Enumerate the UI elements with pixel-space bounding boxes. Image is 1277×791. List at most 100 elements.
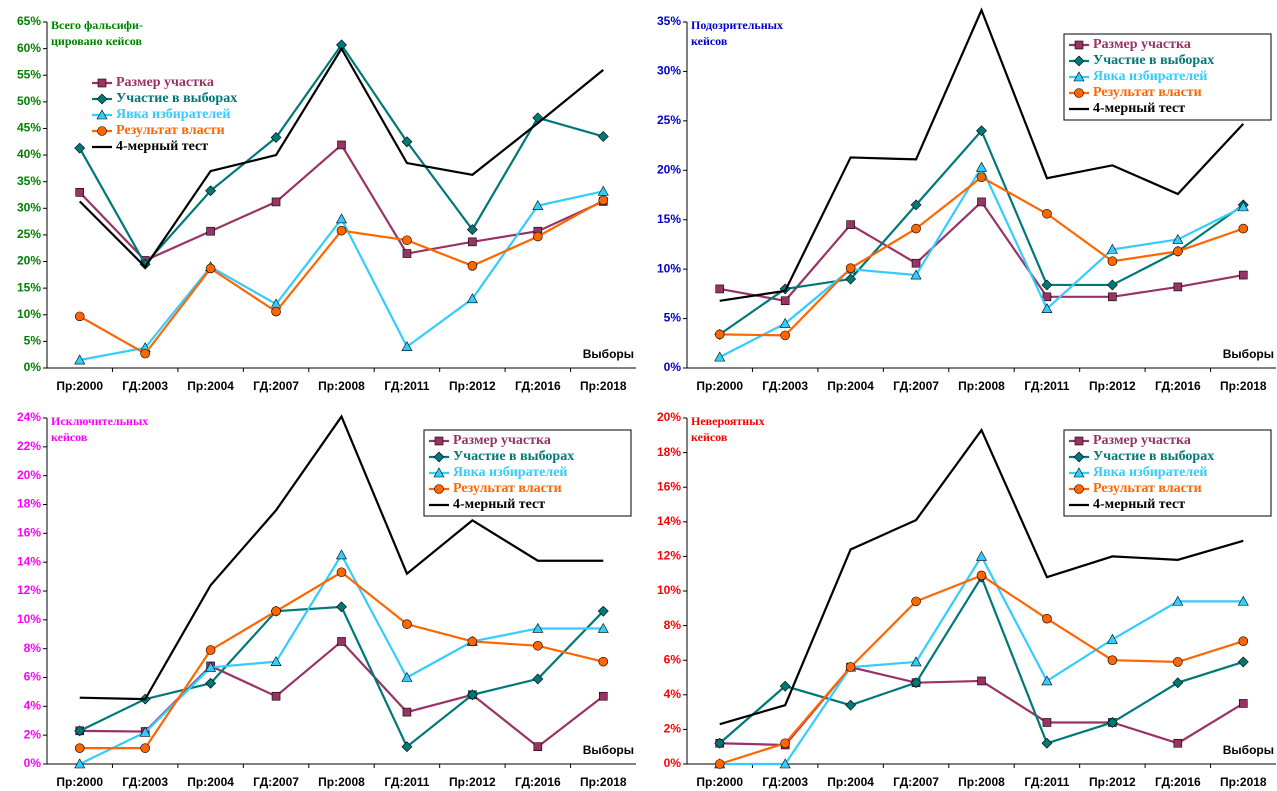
marker-diamond [74, 142, 86, 154]
marker-diamond [597, 605, 609, 617]
x-tick-label: ГД:2003 [762, 775, 808, 789]
marker-square [271, 691, 281, 701]
marker-circle [271, 306, 281, 317]
y-tick-label: 5% [24, 334, 42, 348]
series-line [719, 427, 1244, 726]
marker-triangle [74, 758, 86, 769]
marker-diamond [1041, 279, 1053, 291]
legend-label: Явка избирателей [1093, 465, 1207, 480]
x-tick-label: Пр:2012 [449, 775, 496, 789]
marker-square [1173, 738, 1183, 748]
marker-triangle [779, 317, 791, 328]
legend-label: Результат власти [116, 123, 225, 138]
y-tick-label: 2% [664, 722, 682, 736]
x-tick-label: ГД:2011 [1024, 379, 1069, 393]
marker-circle [1107, 655, 1118, 666]
marker-triangle [96, 109, 108, 120]
x-tick-label: Пр:2018 [580, 775, 627, 789]
legend-label: Размер участка [116, 75, 214, 90]
legend-box [1063, 33, 1272, 121]
chart-title: кейсов [51, 430, 88, 444]
chart-title: Исключительных [51, 414, 148, 428]
marker-square [846, 220, 855, 229]
marker-triangle [597, 185, 609, 196]
y-tick-label: 65% [17, 14, 41, 28]
y-tick-label: 24% [17, 410, 41, 424]
marker-circle [1042, 613, 1052, 624]
marker-square [402, 707, 412, 717]
marker-circle [467, 260, 478, 271]
marker-square [468, 237, 477, 247]
y-tick-label: 4% [664, 687, 682, 701]
marker-square [337, 140, 346, 150]
marker-triangle [74, 354, 86, 365]
y-tick-label: 6% [24, 670, 42, 684]
marker-triangle [270, 656, 282, 666]
legend-label: 4-мерный тест [1093, 101, 1185, 116]
marker-circle [598, 656, 609, 667]
x-tick-label: ГД:2003 [122, 775, 168, 789]
marker-triangle [139, 726, 151, 737]
y-tick-label: 20% [17, 468, 41, 482]
marker-diamond [205, 185, 217, 197]
x-tick-label: ГД:2016 [515, 775, 561, 789]
marker-diamond [845, 699, 857, 711]
series-line [719, 7, 1245, 302]
marker-circle [780, 330, 790, 341]
marker-circle [336, 225, 347, 236]
y-tick-label: 0% [664, 756, 682, 770]
y-tick-label: 30% [657, 64, 681, 78]
y-tick-label: 35% [17, 174, 41, 188]
marker-diamond [910, 677, 922, 689]
marker-circle [1107, 256, 1118, 267]
marker-triangle [532, 622, 544, 633]
legend-label: Явка избирателей [1093, 69, 1207, 84]
y-tick-label: 18% [17, 497, 41, 511]
x-tick-label: Пр:2000 [56, 775, 103, 789]
legend-label: 4-мерный тест [1093, 497, 1185, 512]
x-tick-label: Пр:2018 [1220, 379, 1267, 393]
legend-label: Результат власти [1093, 85, 1202, 100]
x-tick-label: Пр:2012 [1089, 379, 1136, 393]
marker-diamond [1237, 656, 1249, 668]
series-line [78, 46, 604, 269]
series-line [79, 639, 604, 749]
x-tick-label: Пр:2008 [318, 775, 365, 789]
y-tick-label: 8% [24, 641, 42, 655]
legend-label: Участие в выборах [1093, 449, 1214, 464]
marker-triangle [1041, 303, 1053, 313]
marker-triangle [335, 549, 348, 560]
marker-circle [780, 738, 790, 749]
x-tick-label: ГД:2007 [893, 379, 939, 393]
x-tick-label: Пр:2000 [56, 379, 103, 393]
marker-square [715, 284, 725, 294]
y-tick-label: 20% [17, 254, 41, 268]
marker-circle [271, 606, 281, 616]
x-tick-label: Пр:2008 [958, 775, 1005, 789]
y-tick-label: 12% [657, 549, 681, 563]
marker-square [1074, 436, 1084, 446]
marker-circle [74, 743, 85, 753]
marker-diamond [466, 224, 478, 236]
marker-diamond [845, 273, 857, 285]
marker-diamond [976, 125, 987, 137]
y-tick-label: 16% [657, 479, 681, 493]
marker-triangle [597, 622, 609, 633]
marker-circle [1238, 223, 1249, 234]
series-line [719, 128, 1244, 336]
marker-triangle [1073, 467, 1085, 478]
x-tick-label: ГД:2007 [893, 775, 939, 789]
x-tick-label: Пр:2004 [187, 775, 234, 789]
marker-circle [714, 329, 725, 340]
x-tick-label: ГД:2003 [762, 379, 808, 393]
marker-square [1042, 292, 1052, 302]
marker-square [977, 676, 986, 686]
marker-circle [845, 263, 856, 273]
y-tick-label: 10% [657, 261, 681, 275]
series-line [719, 554, 1244, 766]
marker-triangle [205, 661, 217, 672]
x-tick-label: Пр:2018 [1220, 775, 1267, 789]
marker-triangle [1106, 243, 1118, 254]
y-tick-label: 16% [17, 526, 41, 540]
legend-label: Явка избирателей [453, 465, 567, 480]
